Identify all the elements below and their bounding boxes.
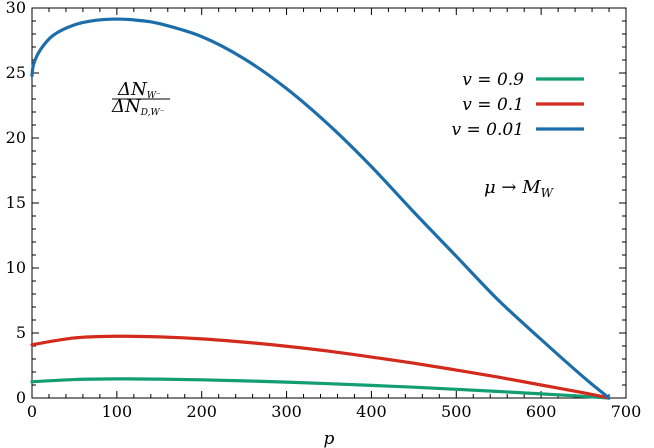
x-tick-label: 700	[611, 402, 642, 421]
y-tick-label: 25	[6, 63, 26, 82]
plot-frame	[31, 7, 627, 399]
y-tick-label: 0	[16, 388, 26, 407]
y-tick-label: 10	[6, 258, 26, 277]
y-tick-label: 15	[6, 193, 26, 212]
ratio-annotation: ΔNW⁻ ΔND,W⁻	[111, 79, 170, 118]
ratio-denominator: ΔND,W⁻	[111, 96, 165, 118]
series-line-2	[30, 17, 611, 400]
y-tick-label: 30	[6, 0, 26, 17]
series-group	[30, 17, 611, 400]
limit-annotation: μ → MW	[484, 177, 555, 200]
axis-ticks: 0 100 200 300 400 500 600 700 0 5 10 15 20 25 30	[6, 0, 642, 421]
x-tick-label: 400	[356, 402, 387, 421]
x-tick-label: 500	[441, 402, 472, 421]
legend-label-0: v = 0.9	[462, 70, 524, 90]
x-tick-label: 100	[102, 402, 133, 421]
y-tick-label: 20	[6, 128, 26, 147]
legend-label-2: v = 0.01	[451, 120, 524, 140]
series-line-0	[30, 377, 611, 400]
ratio-numerator: ΔNW⁻	[117, 79, 161, 101]
legend-label-1: v = 0.1	[462, 95, 524, 115]
x-axis-label: p	[324, 429, 335, 448]
series-line-1	[30, 334, 611, 400]
x-tick-label: 600	[526, 402, 557, 421]
x-tick-label: 200	[186, 402, 217, 421]
legend: v = 0.9 v = 0.1 v = 0.01	[451, 70, 584, 140]
x-tick-label: 300	[271, 402, 302, 421]
x-tick-label: 0	[27, 402, 37, 421]
y-tick-label: 5	[16, 323, 26, 342]
